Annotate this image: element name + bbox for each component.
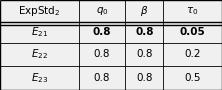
Text: 0.8: 0.8 (94, 73, 110, 83)
Text: 0.8: 0.8 (136, 73, 153, 83)
Text: 0.8: 0.8 (135, 27, 154, 37)
Text: $q_0$: $q_0$ (96, 5, 109, 17)
Text: 0.05: 0.05 (180, 27, 205, 37)
Text: 0.8: 0.8 (93, 27, 111, 37)
Text: $E_{23}$: $E_{23}$ (31, 71, 48, 85)
Text: 0.2: 0.2 (184, 49, 201, 59)
Text: 0.8: 0.8 (94, 49, 110, 59)
Text: $E_{21}$: $E_{21}$ (31, 25, 48, 39)
Text: $\tau_0$: $\tau_0$ (186, 5, 199, 17)
Text: 0.8: 0.8 (136, 49, 153, 59)
Text: $\beta$: $\beta$ (140, 4, 149, 18)
Text: ExpStd$_2$: ExpStd$_2$ (18, 4, 61, 18)
Text: $E_{22}$: $E_{22}$ (31, 48, 48, 61)
Text: 0.5: 0.5 (184, 73, 201, 83)
